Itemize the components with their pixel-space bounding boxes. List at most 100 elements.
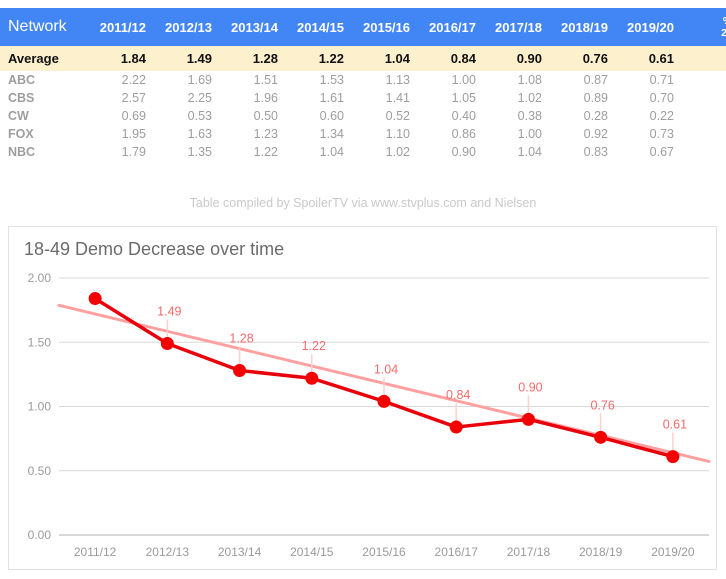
cell-cw-2016-17: 0.40 [451, 109, 476, 123]
table-header: Network 2011/12 2012/13 2013/14 2014/15 … [0, 8, 726, 46]
x-axis-tick-label: 2016/17 [435, 545, 479, 559]
cell-average-2018-19: 0.76 [582, 51, 608, 66]
y-axis-tick-label: 1.50 [28, 335, 52, 349]
column-header-2013-14: 2013/14 [231, 19, 278, 35]
cell-average-2019-20: 0.61 [648, 51, 674, 66]
row-label-fox: FOX [8, 127, 34, 141]
cell-cbs-drop: 72.76 [674, 89, 726, 107]
percent-drop-line-2: 2011 to 2019 [721, 27, 726, 39]
row-label-average: Average [8, 51, 59, 66]
ratings-table-container: Network 2011/12 2012/13 2013/14 2014/15 … [0, 8, 726, 161]
data-point-marker[interactable] [666, 450, 680, 464]
y-axis-tick-label: 0.50 [28, 464, 52, 478]
data-point-marker[interactable] [521, 412, 535, 426]
y-axis-tick-label: 1.00 [28, 400, 52, 414]
column-header-percent-drop: %Drop from2011 to 2019 [674, 8, 726, 46]
cell-average-2012-13: 1.49 [186, 51, 212, 66]
column-header-2014-15: 2014/15 [297, 19, 344, 35]
cell-nbc-2014-15: 1.04 [319, 145, 344, 159]
data-point-label: 0.76 [590, 398, 614, 412]
cell-abc-2017-18: 1.08 [517, 73, 542, 87]
column-header-2011-12: 2011/12 [99, 19, 146, 35]
x-axis-tick-label: 2019/20 [651, 545, 695, 559]
cell-cw-2014-15: 0.60 [319, 109, 344, 123]
percent-drop-line-1: %Drop from [723, 15, 726, 27]
cell-fox-2015-16: 1.10 [385, 127, 410, 141]
data-point-marker[interactable] [233, 364, 247, 378]
cell-cw-2015-16: 0.52 [385, 109, 410, 123]
cell-nbc-2018-19: 0.83 [583, 145, 608, 159]
column-header-2016-17: 2016/17 [429, 19, 476, 35]
table-row-abc: ABC 2.22 1.69 1.51 1.53 1.13 1.00 1.08 0… [0, 71, 726, 89]
cell-cbs-2017-18: 1.02 [517, 91, 542, 105]
table-row-fox: FOX 1.95 1.63 1.23 1.34 1.10 0.86 1.00 0… [0, 125, 726, 143]
data-point-label: 1.04 [374, 362, 398, 376]
column-header-2012-13: 2012/13 [165, 19, 212, 35]
cell-cw-2019-20: 0.22 [649, 109, 674, 123]
x-axis-tick-label: 2015/16 [362, 545, 406, 559]
cell-fox-2014-15: 1.34 [319, 127, 344, 141]
row-label-cbs: CBS [8, 91, 35, 105]
cell-abc-2012-13: 1.69 [187, 73, 212, 87]
cell-abc-2014-15: 1.53 [319, 73, 344, 87]
cell-average-2014-15: 1.22 [318, 51, 344, 66]
data-point-marker[interactable] [88, 292, 102, 306]
x-axis-tick-label: 2018/19 [579, 545, 623, 559]
x-axis-tick-label: 2017/18 [507, 545, 551, 559]
table-row-cbs: CBS 2.57 2.25 1.96 1.61 1.41 1.05 1.02 0… [0, 89, 726, 107]
column-header-2019-20: 2019/20 [627, 19, 674, 35]
cell-fox-2016-17: 0.86 [451, 127, 476, 141]
cell-nbc-drop: 62.57 [674, 143, 726, 161]
cell-nbc-2015-16: 1.02 [385, 145, 410, 159]
cell-abc-2016-17: 1.00 [451, 73, 476, 87]
table-body: Average 1.84 1.49 1.28 1.22 1.04 0.84 0.… [0, 46, 726, 161]
cell-fox-2012-13: 1.63 [187, 127, 212, 141]
y-axis-tick-label: 2.00 [28, 271, 52, 285]
column-header-network: Network [8, 18, 67, 35]
column-header-2018-19: 2018/19 [561, 19, 608, 35]
table-row-average: Average 1.84 1.49 1.28 1.22 1.04 0.84 0.… [0, 46, 726, 71]
cell-cbs-2019-20: 0.70 [649, 91, 674, 105]
table-row-cw: CW 0.69 0.53 0.50 0.60 0.52 0.40 0.38 0.… [0, 107, 726, 125]
column-header-2015-16: 2015/16 [363, 19, 410, 35]
cell-abc-2011-12: 2.22 [121, 73, 146, 87]
cell-nbc-2013-14: 1.22 [253, 145, 278, 159]
cell-cw-2017-18: 0.38 [517, 109, 542, 123]
cell-fox-2013-14: 1.23 [253, 127, 278, 141]
cell-abc-2019-20: 0.71 [649, 73, 674, 87]
cell-nbc-2016-17: 0.90 [451, 145, 476, 159]
data-point-marker[interactable] [449, 420, 463, 434]
cell-fox-2018-19: 0.92 [583, 127, 608, 141]
data-point-marker[interactable] [160, 337, 174, 351]
table-source-caption: Table compiled by SpoilerTV via www.stvp… [189, 196, 537, 210]
cell-cbs-2018-19: 0.89 [583, 91, 608, 105]
chart-title: 18-49 Demo Decrease over time [24, 239, 285, 259]
cell-cw-2013-14: 0.50 [253, 109, 278, 123]
x-axis-tick-label: 2012/13 [146, 545, 190, 559]
data-point-marker[interactable] [594, 430, 608, 444]
row-label-nbc: NBC [8, 145, 36, 159]
row-label-abc: ABC [8, 73, 36, 87]
data-point-label: 1.49 [157, 305, 181, 319]
x-axis-tick-label: 2013/14 [218, 545, 262, 559]
chart-card: 18-49 Demo Decrease over time 2.00 1.50 1.… [8, 226, 717, 570]
data-point-marker[interactable] [305, 371, 319, 385]
cell-cbs-2016-17: 1.05 [451, 91, 476, 105]
cell-nbc-2019-20: 0.67 [649, 145, 674, 159]
data-point-label: 0.90 [518, 380, 542, 394]
row-label-cw: CW [8, 109, 29, 123]
cell-abc-2013-14: 1.51 [253, 73, 278, 87]
cell-fox-2017-18: 1.00 [517, 127, 542, 141]
data-point-label: 0.61 [663, 418, 687, 432]
cell-cbs-2012-13: 2.25 [187, 91, 212, 105]
cell-abc-drop: 68.02 [674, 71, 726, 89]
table-header-row: Network 2011/12 2012/13 2013/14 2014/15 … [0, 8, 726, 46]
cell-nbc-2011-12: 1.79 [121, 145, 146, 159]
data-point-marker[interactable] [377, 394, 391, 408]
cell-abc-2018-19: 0.87 [583, 73, 608, 87]
cell-cw-2012-13: 0.53 [187, 109, 212, 123]
cell-cbs-2011-12: 2.57 [121, 91, 146, 105]
ratings-table: Network 2011/12 2012/13 2013/14 2014/15 … [0, 8, 726, 161]
cell-abc-2015-16: 1.13 [385, 73, 410, 87]
cell-average-2015-16: 1.04 [384, 51, 410, 66]
